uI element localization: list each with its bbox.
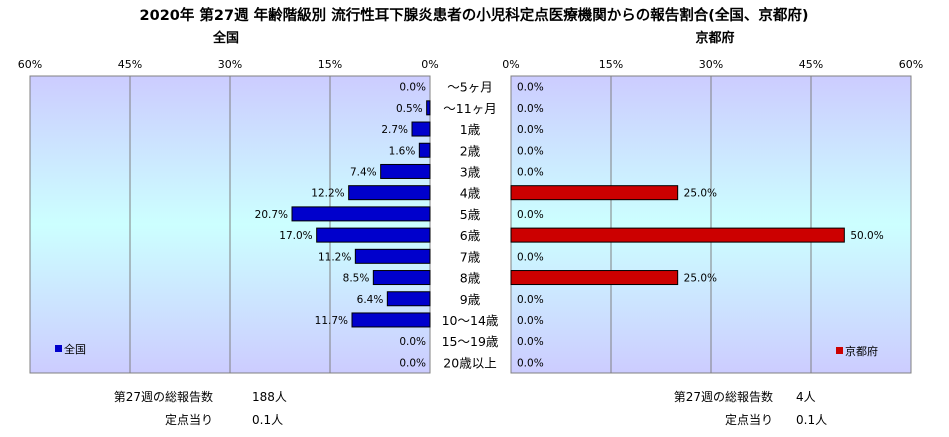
tick-label-right: 45% [799, 58, 823, 71]
bar-left [354, 248, 431, 264]
data-label-right: 0.0% [517, 166, 544, 178]
data-label-left: 8.5% [343, 273, 370, 285]
data-label-left: 0.0% [399, 357, 426, 369]
legend-left-label: 全国 [64, 342, 86, 356]
bar-left [316, 227, 431, 243]
footer-right-total-value: 4人 [796, 390, 816, 404]
data-label-left: 0.5% [396, 103, 423, 115]
bar-right [510, 227, 845, 243]
category-label: 7歳 [460, 249, 481, 264]
legend-right: 京都府 [836, 344, 878, 358]
data-label-right: 0.0% [517, 336, 544, 348]
legend-left: 全国 [55, 342, 86, 356]
bar-left [418, 142, 431, 158]
category-label: 1歳 [460, 122, 481, 137]
data-label-left: 0.0% [399, 82, 426, 94]
footer-left-total-value: 188人 [252, 390, 287, 404]
category-label: 4歳 [460, 186, 481, 201]
bar-right [510, 270, 679, 286]
tick-label-right: 30% [699, 58, 723, 71]
data-label-right: 0.0% [517, 82, 544, 94]
category-label: 9歳 [460, 292, 481, 307]
footer-right-per-value: 0.1人 [796, 413, 827, 427]
data-label-left: 0.0% [399, 336, 426, 348]
data-label-left: 11.7% [315, 315, 348, 327]
category-label: ～5ヶ月 [447, 80, 492, 95]
data-label-right: 0.0% [517, 251, 544, 263]
category-label: 2歳 [460, 143, 481, 158]
footer-left-per-label: 定点当り [165, 412, 213, 427]
category-label: 8歳 [460, 271, 481, 286]
footer-right-per-label: 定点当り [725, 412, 773, 427]
data-label-left: 7.4% [350, 166, 377, 178]
category-label: 6歳 [460, 228, 481, 243]
bar-left [386, 291, 431, 307]
data-label-left: 17.0% [279, 230, 312, 242]
tick-label-right: 15% [599, 58, 623, 71]
category-label: 10～14歳 [442, 313, 499, 328]
bar-left [426, 100, 431, 116]
data-label-left: 1.6% [389, 145, 416, 157]
data-label-left: 11.2% [318, 251, 351, 263]
data-label-right: 0.0% [517, 209, 544, 221]
tick-label-left: 45% [118, 58, 142, 71]
tick-label-left: 60% [18, 58, 42, 71]
footer-left-total-label: 第27週の総報告数 [114, 389, 213, 404]
right-panel-title: 京都府 [695, 30, 734, 46]
tick-label-left: 30% [218, 58, 242, 71]
data-label-right: 25.0% [684, 273, 717, 285]
data-label-right: 0.0% [517, 294, 544, 306]
data-label-left: 20.7% [255, 209, 288, 221]
legend-right-swatch [836, 347, 843, 354]
bar-left [372, 270, 431, 286]
category-label: 20歳以上 [443, 355, 496, 370]
footer-left-per-value: 0.1人 [252, 413, 283, 427]
chart-title: 2020年 第27週 年齢階級別 流行性耳下腺炎患者の小児科定点医療機関からの報… [140, 6, 809, 24]
bar-left [380, 163, 431, 179]
data-label-left: 12.2% [311, 188, 344, 200]
category-label: 3歳 [460, 164, 481, 179]
data-label-right: 0.0% [517, 145, 544, 157]
tick-label-right: 60% [899, 58, 923, 71]
data-label-right: 0.0% [517, 357, 544, 369]
legend-left-swatch [55, 345, 62, 352]
data-label-right: 0.0% [517, 103, 544, 115]
tick-label-left: 15% [318, 58, 342, 71]
tick-label-left: 0% [421, 58, 438, 71]
category-label: 15～19歳 [442, 334, 499, 349]
legend-right-label: 京都府 [845, 344, 878, 358]
data-label-right: 25.0% [684, 188, 717, 200]
category-label: ～11ヶ月 [443, 101, 496, 116]
data-label-left: 6.4% [357, 294, 384, 306]
data-label-left: 2.7% [381, 124, 408, 136]
bar-left [348, 185, 431, 201]
footer-right-total-label: 第27週の総報告数 [674, 389, 773, 404]
bar-right [510, 185, 679, 201]
bar-left [411, 121, 431, 137]
left-panel-title: 全国 [212, 30, 239, 46]
bar-left [291, 206, 431, 222]
data-label-right: 0.0% [517, 315, 544, 327]
data-label-right: 50.0% [850, 230, 883, 242]
category-label: 5歳 [460, 207, 481, 222]
bar-left [351, 312, 431, 328]
data-label-right: 0.0% [517, 124, 544, 136]
tick-label-right: 0% [502, 58, 519, 71]
